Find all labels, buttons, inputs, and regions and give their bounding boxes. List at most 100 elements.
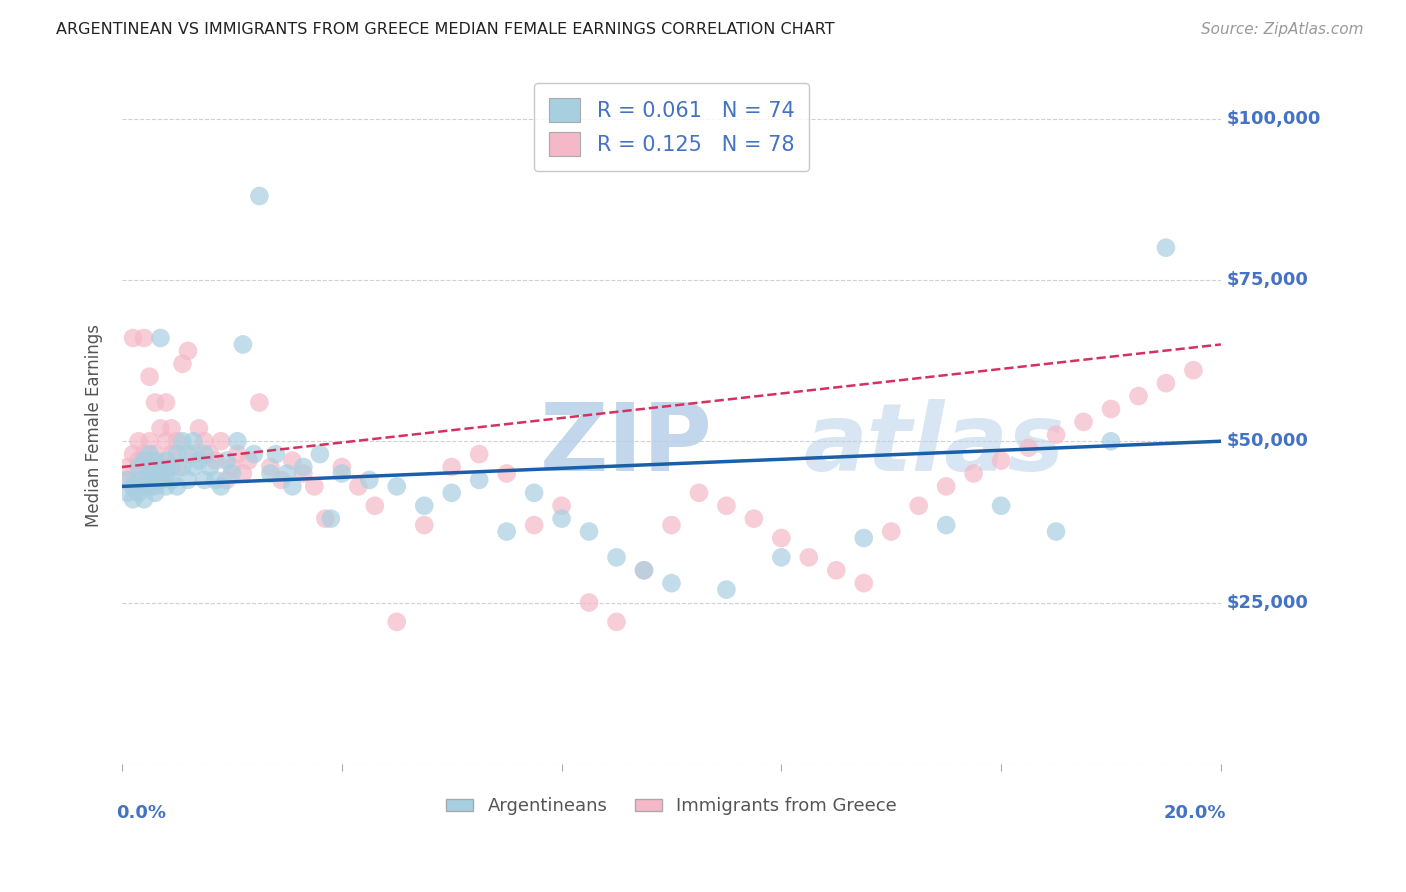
Point xyxy=(122,331,145,345)
Point xyxy=(440,486,463,500)
Point xyxy=(155,453,177,467)
Point xyxy=(132,479,155,493)
Point xyxy=(962,467,984,481)
Point xyxy=(633,563,655,577)
Point xyxy=(160,421,183,435)
Point xyxy=(143,453,166,467)
Point xyxy=(359,473,381,487)
Point xyxy=(177,473,200,487)
Point xyxy=(232,337,254,351)
Point xyxy=(605,615,627,629)
Point xyxy=(143,486,166,500)
Point xyxy=(166,434,188,449)
Point xyxy=(1154,376,1177,391)
Point xyxy=(177,343,200,358)
Point xyxy=(468,447,491,461)
Point xyxy=(1073,415,1095,429)
Point xyxy=(117,473,139,487)
Point xyxy=(990,453,1012,467)
Y-axis label: Median Female Earnings: Median Female Earnings xyxy=(86,324,103,526)
Point xyxy=(259,460,281,475)
Point xyxy=(232,467,254,481)
Point xyxy=(385,615,408,629)
Point xyxy=(198,447,221,461)
Point xyxy=(276,467,298,481)
Point xyxy=(117,473,139,487)
Point xyxy=(166,479,188,493)
Point xyxy=(1045,524,1067,539)
Point xyxy=(221,467,243,481)
Point xyxy=(209,479,232,493)
Point xyxy=(330,467,353,481)
Point xyxy=(468,473,491,487)
Legend: Argentineans, Immigrants from Greece: Argentineans, Immigrants from Greece xyxy=(439,790,904,822)
Point xyxy=(155,434,177,449)
Point xyxy=(716,582,738,597)
Point xyxy=(143,479,166,493)
Point xyxy=(1099,401,1122,416)
Point xyxy=(117,486,139,500)
Point xyxy=(292,467,315,481)
Point xyxy=(221,460,243,475)
Point xyxy=(364,499,387,513)
Point xyxy=(172,460,194,475)
Point xyxy=(177,447,200,461)
Point xyxy=(204,453,226,467)
Point xyxy=(183,460,205,475)
Point xyxy=(138,460,160,475)
Point xyxy=(166,460,188,475)
Text: 0.0%: 0.0% xyxy=(117,805,166,822)
Point xyxy=(132,473,155,487)
Point xyxy=(132,447,155,461)
Point xyxy=(122,479,145,493)
Text: $25,000: $25,000 xyxy=(1226,593,1308,612)
Point xyxy=(1045,427,1067,442)
Point xyxy=(413,499,436,513)
Point xyxy=(128,434,150,449)
Point xyxy=(143,473,166,487)
Point xyxy=(209,434,232,449)
Point xyxy=(330,460,353,475)
Point xyxy=(149,473,172,487)
Point xyxy=(128,486,150,500)
Text: $50,000: $50,000 xyxy=(1226,433,1308,450)
Point xyxy=(1128,389,1150,403)
Point xyxy=(226,447,249,461)
Point xyxy=(128,467,150,481)
Point xyxy=(270,473,292,487)
Point xyxy=(149,421,172,435)
Point xyxy=(935,518,957,533)
Point xyxy=(117,460,139,475)
Point xyxy=(215,453,238,467)
Point xyxy=(264,447,287,461)
Point xyxy=(183,434,205,449)
Point xyxy=(550,511,572,525)
Point xyxy=(292,460,315,475)
Point xyxy=(128,473,150,487)
Point xyxy=(243,447,266,461)
Point xyxy=(160,447,183,461)
Point xyxy=(578,524,600,539)
Point xyxy=(852,531,875,545)
Point xyxy=(149,460,172,475)
Point xyxy=(204,473,226,487)
Point xyxy=(238,453,260,467)
Point xyxy=(688,486,710,500)
Point xyxy=(132,453,155,467)
Point xyxy=(122,479,145,493)
Point xyxy=(495,524,517,539)
Point xyxy=(193,447,215,461)
Point xyxy=(314,511,336,525)
Point xyxy=(172,357,194,371)
Point xyxy=(281,479,304,493)
Point xyxy=(143,467,166,481)
Point xyxy=(160,460,183,475)
Point xyxy=(661,576,683,591)
Point xyxy=(550,499,572,513)
Point xyxy=(128,453,150,467)
Point xyxy=(155,467,177,481)
Point xyxy=(523,486,546,500)
Point xyxy=(143,447,166,461)
Point xyxy=(138,473,160,487)
Point xyxy=(880,524,903,539)
